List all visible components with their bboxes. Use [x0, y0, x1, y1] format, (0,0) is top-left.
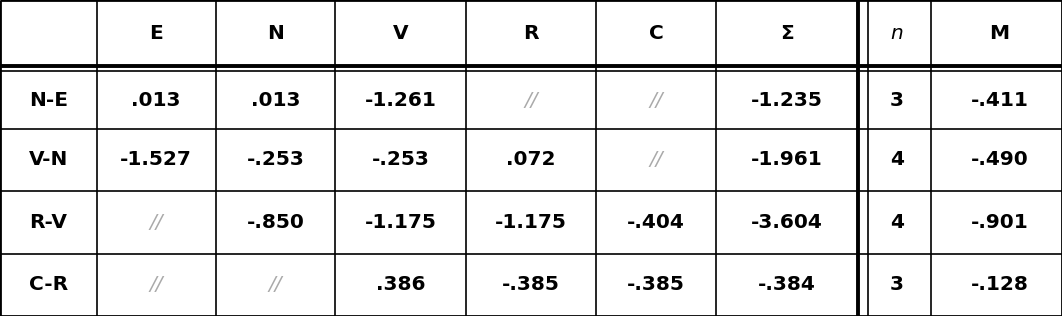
- Text: R: R: [524, 24, 538, 43]
- Text: n: n: [891, 24, 904, 43]
- Text: E: E: [150, 24, 164, 43]
- Text: .013: .013: [132, 91, 181, 110]
- Text: //: //: [150, 213, 162, 232]
- Text: 4: 4: [890, 150, 904, 169]
- Text: V-N: V-N: [29, 150, 68, 169]
- Text: -1.235: -1.235: [751, 91, 822, 110]
- Text: -3.604: -3.604: [751, 213, 822, 232]
- Text: -1.961: -1.961: [751, 150, 822, 169]
- Text: -.850: -.850: [246, 213, 305, 232]
- Text: Σ: Σ: [780, 24, 793, 43]
- Text: C: C: [649, 24, 664, 43]
- Text: V: V: [393, 24, 408, 43]
- Text: -.404: -.404: [627, 213, 685, 232]
- Text: //: //: [525, 91, 537, 110]
- Text: 3: 3: [890, 91, 904, 110]
- Text: -1.527: -1.527: [120, 150, 192, 169]
- Text: -.411: -.411: [971, 91, 1028, 110]
- Text: //: //: [649, 150, 663, 169]
- Text: R-V: R-V: [30, 213, 67, 232]
- Text: .386: .386: [376, 275, 425, 294]
- Text: .013: .013: [251, 91, 301, 110]
- Text: -.490: -.490: [971, 150, 1028, 169]
- Text: C-R: C-R: [29, 275, 68, 294]
- Text: M: M: [990, 24, 1009, 43]
- Text: -.384: -.384: [757, 275, 816, 294]
- Text: -1.261: -1.261: [364, 91, 436, 110]
- Text: N: N: [267, 24, 284, 43]
- Text: -.385: -.385: [627, 275, 685, 294]
- Text: .072: .072: [507, 150, 555, 169]
- Text: 3: 3: [890, 275, 904, 294]
- Text: -1.175: -1.175: [495, 213, 567, 232]
- Text: -.253: -.253: [372, 150, 429, 169]
- Text: -1.175: -1.175: [364, 213, 436, 232]
- Text: -.385: -.385: [502, 275, 560, 294]
- Text: -.128: -.128: [971, 275, 1028, 294]
- Text: //: //: [150, 275, 162, 294]
- Text: -.901: -.901: [971, 213, 1028, 232]
- Text: //: //: [269, 275, 282, 294]
- Text: 4: 4: [890, 213, 904, 232]
- Text: N-E: N-E: [29, 91, 68, 110]
- Text: -.253: -.253: [246, 150, 305, 169]
- Text: //: //: [649, 91, 663, 110]
